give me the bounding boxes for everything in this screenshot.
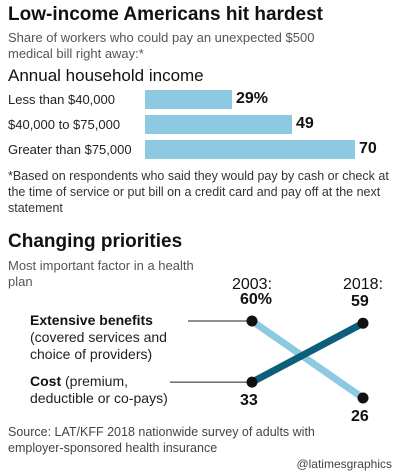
series-label: Cost (premium, deductible or co-pays) [30,373,175,407]
slope-value-label: 33 [240,392,258,410]
bar-category-label: Greater than $75,000 [8,142,132,157]
slope-value-label: 60% [240,291,273,308]
slope-point [246,376,258,388]
series-label: Extensive benefits (covered services and… [30,312,190,363]
slope-chart-subtitle: Most important factor in a health plan [8,258,194,289]
series-name-detail: (covered services and choice of provider… [30,329,167,362]
slope-line [250,320,365,386]
slope-chart-title: Changing priorities [8,231,183,252]
series-name: Cost [30,373,62,390]
bar-category-label: Less than $40,000 [8,92,115,107]
bar [145,140,355,159]
credit: @latimesgraphics [296,457,392,471]
bar-value-label: 49 [296,115,314,132]
slope-column-header: 2003: [231,276,273,293]
slope-value-label: 26 [351,408,369,425]
bar [145,90,232,109]
source-note: Source: LAT/KFF 2018 nationwide survey o… [8,425,315,455]
chart-subtitle: Share of workers who could pay an unexpe… [8,30,315,61]
slope-point [357,392,369,404]
slope-column-header: 2018: [342,276,384,293]
footnote: *Based on respondents who said they woul… [8,169,389,215]
slope-point [246,315,258,327]
bar [145,115,292,134]
series-name-detail: (premium, deductible or co-pays) [30,373,168,407]
bar-value-label: 70 [359,140,377,157]
bar-category-label: $40,000 to $75,000 [8,117,121,132]
series-name: Extensive benefits [30,312,153,328]
chart-title: Low-income Americans hit hardest [8,4,323,25]
bar-value-label: 29% [236,90,269,107]
slope-value-label: 59 [351,293,369,311]
slope-line [250,318,365,401]
bars-group-heading: Annual household income [8,66,204,85]
slope-point [357,317,369,329]
